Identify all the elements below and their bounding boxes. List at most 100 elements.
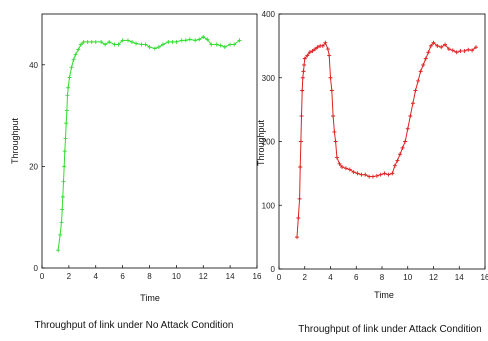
data-point: [81, 39, 86, 44]
data-point: [310, 48, 315, 53]
data-point: [300, 88, 305, 93]
data-point: [174, 39, 179, 44]
data-point: [60, 194, 65, 199]
y-tick-label: 300: [262, 74, 276, 83]
x-tick-label: 8: [147, 272, 152, 281]
data-point: [232, 42, 237, 47]
data-point: [413, 88, 418, 93]
data-point: [423, 56, 428, 61]
data-point: [143, 42, 148, 47]
x-tick-label: 6: [354, 273, 359, 282]
x-tick-label: 16: [481, 273, 488, 282]
x-tick-label: 12: [199, 272, 208, 281]
x-tick-label: 8: [380, 273, 385, 282]
y-tick-label: 0: [271, 265, 276, 274]
data-point: [386, 172, 391, 177]
data-point: [66, 85, 71, 90]
data-point: [439, 45, 444, 50]
data-point: [63, 136, 68, 141]
x-axis-label: Time: [140, 293, 160, 303]
data-point: [347, 167, 352, 172]
data-point: [126, 38, 130, 43]
data-point: [78, 42, 83, 47]
data-point: [93, 39, 98, 44]
data-point: [392, 163, 397, 168]
data-point: [313, 47, 318, 52]
data-point: [228, 42, 233, 47]
x-tick-label: 4: [94, 272, 99, 281]
data-point: [116, 42, 121, 47]
data-point: [367, 174, 372, 179]
data-point: [62, 149, 67, 154]
data-point: [370, 174, 375, 179]
data-point: [222, 45, 227, 50]
x-tick-label: 14: [226, 272, 235, 281]
data-point: [450, 48, 455, 53]
data-point: [408, 114, 413, 118]
data-point: [107, 39, 112, 44]
data-point: [302, 56, 307, 61]
data-point: [416, 78, 421, 83]
data-point: [378, 172, 383, 177]
data-point: [300, 75, 305, 80]
x-tick-label: 0: [277, 273, 282, 282]
data-point: [64, 121, 69, 126]
data-point: [301, 69, 306, 74]
data-point: [340, 165, 345, 169]
data-point: [201, 34, 206, 39]
data-point: [298, 165, 303, 169]
data-point: [410, 101, 415, 106]
data-point: [363, 172, 368, 177]
data-point: [62, 164, 67, 169]
data-point: [333, 139, 338, 144]
x-tick-label: 10: [172, 272, 181, 281]
data-point: [332, 129, 337, 134]
data-point: [60, 207, 65, 212]
data-point: [302, 63, 307, 67]
data-point: [59, 220, 64, 225]
data-point: [69, 65, 74, 70]
data-point: [237, 38, 242, 43]
data-point: [374, 173, 379, 178]
x-tick-label: 16: [253, 272, 262, 281]
data-point: [139, 42, 144, 47]
data-point: [71, 57, 76, 62]
y-tick-label: 400: [262, 10, 276, 19]
y-axis-label: Throughput: [10, 117, 20, 164]
data-point: [473, 45, 478, 50]
chart-caption: Throughput of link under Attack Conditio…: [298, 324, 481, 335]
x-tick-label: 2: [303, 273, 308, 282]
data-point: [205, 37, 210, 42]
series-line: [57, 36, 240, 251]
data-point: [343, 166, 348, 171]
data-point: [328, 75, 333, 80]
data-point: [359, 172, 364, 177]
data-point: [166, 39, 171, 44]
data-point: [431, 40, 436, 45]
data-point: [152, 46, 157, 51]
marker-group: [56, 34, 242, 253]
data-point: [56, 248, 61, 253]
data-point: [160, 42, 165, 47]
data-point: [218, 43, 223, 48]
data-point: [193, 38, 198, 43]
x-tick-label: 0: [40, 272, 45, 281]
data-point: [307, 50, 312, 55]
data-point: [446, 47, 451, 52]
data-point: [418, 69, 423, 74]
data-point: [327, 53, 332, 58]
data-point: [58, 232, 63, 237]
data-point: [443, 42, 448, 47]
data-point: [187, 37, 192, 42]
data-point: [67, 75, 72, 80]
data-point: [454, 50, 459, 55]
data-point: [197, 37, 202, 42]
data-point: [329, 88, 334, 93]
data-point: [296, 216, 301, 220]
x-tick-label: 6: [120, 272, 125, 281]
data-point: [305, 53, 310, 58]
plot-frame: [41, 13, 258, 269]
data-point: [183, 38, 188, 43]
data-point: [61, 179, 66, 184]
chart-caption: Throughput of link under No Attack Condi…: [34, 320, 233, 331]
